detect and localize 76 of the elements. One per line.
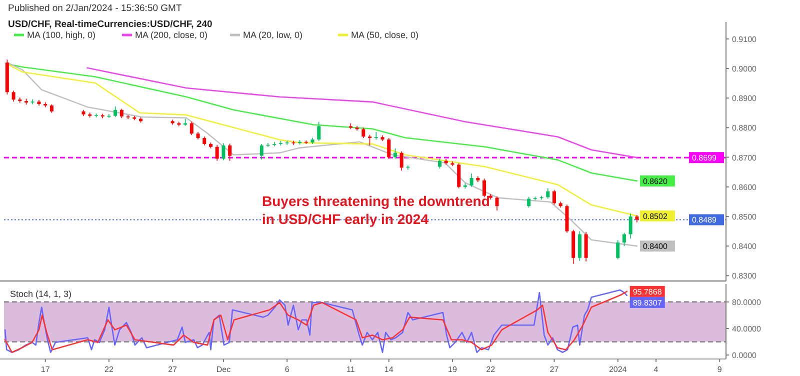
line-series: [6, 62, 638, 247]
y-tick-label: 0.0000: [732, 351, 758, 360]
candlestick: [190, 121, 194, 136]
y-tick-label: 0.8600: [732, 182, 758, 192]
candlestick: [628, 213, 632, 240]
text: Stoch (14, 1, 3): [10, 289, 72, 299]
line-series: [86, 67, 638, 158]
candlestick: [470, 173, 474, 188]
candlestick: [495, 196, 499, 211]
candlestick: [292, 140, 296, 146]
y-tick-label: 0.8500: [732, 212, 758, 222]
candlestick: [438, 158, 442, 169]
y-tick-label: 0.8700: [732, 153, 758, 162]
data-label: 0.8400: [642, 242, 668, 252]
candlestick: [362, 127, 366, 138]
candlestick: [546, 188, 550, 200]
candlestick: [457, 162, 461, 189]
x-tick-label: 22: [486, 365, 496, 374]
data-label: 89.8307: [632, 298, 662, 308]
x-tick-label: 19: [448, 365, 458, 374]
y-tick-label: 0.8800: [732, 124, 758, 133]
x-tick-label: 14: [384, 365, 394, 374]
x-tick-label: 17: [40, 365, 50, 374]
candlestick: [387, 138, 391, 160]
x-tick-label: 27: [550, 365, 560, 374]
x-tick-label: 11: [346, 365, 356, 374]
legend-label: MA (20, low, 0): [243, 30, 303, 40]
y-tick-label: 0.9000: [732, 64, 758, 74]
data-label: 0.8620: [642, 176, 668, 186]
y-tick-label: 80.0000: [732, 298, 762, 307]
candlestick: [126, 114, 130, 120]
y-tick-label: 40.0000: [732, 324, 762, 334]
legend-label: MA (50, close, 0): [351, 30, 419, 40]
candlestick: [374, 132, 378, 140]
x-tick-label: 4: [654, 365, 659, 374]
candlestick: [228, 143, 232, 162]
x-tick-label: 2024: [608, 365, 628, 374]
data-label: 0.8502: [642, 212, 668, 221]
candlestick: [552, 189, 556, 206]
candlestick: [285, 140, 289, 146]
candlestick: [406, 165, 410, 170]
candlestick: [260, 144, 264, 160]
legend-label: MA (200, close, 0): [135, 30, 208, 40]
candlestick: [30, 98, 34, 105]
candlestick: [578, 230, 582, 262]
data-label: 95.7868: [632, 287, 662, 296]
candlestick: [527, 196, 531, 208]
annotation: Buyers threatening the downtrend in USD/CHF early in 2024: [262, 193, 490, 227]
x-tick-label: Dec: [216, 365, 231, 374]
x-tick-label: 6: [284, 365, 290, 374]
y-tick-label: 0.8400: [732, 242, 758, 252]
chart-subtitle: USD/CHF, Real-timeCurrencies:USD/CHF, 240: [8, 19, 212, 30]
y-tick-label: 0.8900: [732, 94, 758, 104]
candlestick: [368, 134, 372, 146]
ref-line-label: 0.8699: [692, 154, 718, 163]
chart-title: Published on 2/Jan/2024 - 15:36:50 GMT: [8, 3, 182, 14]
x-tick-label: 9: [717, 365, 722, 374]
candlestick: [12, 90, 16, 102]
ref-line-label: 0.8489: [692, 216, 718, 225]
candlestick: [215, 144, 219, 162]
candlestick: [317, 121, 321, 142]
candlestick: [114, 106, 118, 118]
legend-label: MA (100, high, 0): [27, 30, 96, 40]
x-tick-label: 22: [104, 365, 114, 374]
candlestick: [120, 108, 124, 119]
candlestick: [393, 148, 397, 160]
candlestick: [616, 240, 620, 260]
candlestick: [400, 150, 404, 171]
candlestick: [622, 232, 626, 246]
y-tick-label: 0.9100: [732, 34, 758, 44]
candlestick: [584, 231, 588, 262]
x-tick-label: 27: [168, 365, 178, 374]
candlestick: [18, 97, 22, 104]
candlestick: [222, 142, 226, 161]
candlestick: [272, 141, 276, 147]
y-tick-label: 0.8300: [732, 272, 758, 281]
